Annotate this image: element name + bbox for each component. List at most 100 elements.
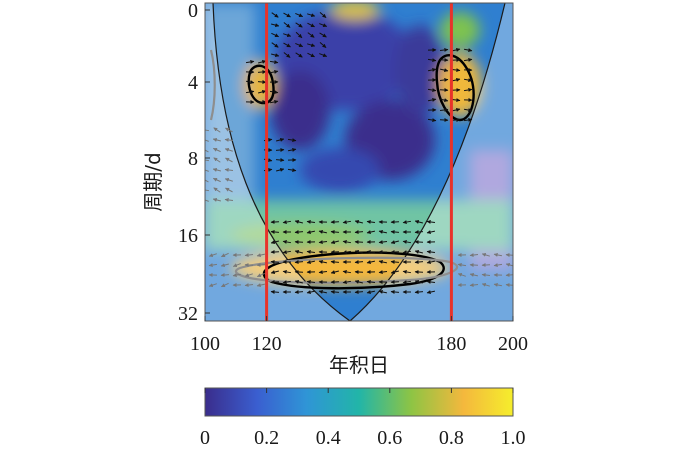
phase-arrow xyxy=(439,68,449,73)
phase-arrow xyxy=(276,137,285,142)
plot-frame xyxy=(204,2,514,322)
phase-arrow xyxy=(330,270,340,275)
phase-arrow xyxy=(221,282,229,288)
phase-arrow xyxy=(232,263,241,268)
phase-arrow xyxy=(414,290,424,295)
phase-arrow xyxy=(354,239,364,244)
phase-arrow xyxy=(213,187,221,193)
phase-arrow xyxy=(283,22,291,28)
phase-arrow xyxy=(294,279,304,284)
phase-arrow xyxy=(402,269,412,274)
phase-arrow xyxy=(306,260,316,265)
phase-arrow xyxy=(208,253,217,258)
phase-arrow xyxy=(282,280,292,285)
x-tick-label: 180 xyxy=(436,333,466,355)
x-tick-label: 200 xyxy=(498,333,528,355)
phase-arrow xyxy=(307,13,316,18)
phase-arrow xyxy=(283,42,291,48)
phase-arrow xyxy=(354,230,364,235)
phase-arrow xyxy=(269,90,279,95)
phase-arrow xyxy=(294,230,304,235)
phase-arrow xyxy=(205,177,209,183)
phase-arrow xyxy=(439,77,449,82)
phase-arrow xyxy=(282,239,292,244)
phase-arrow xyxy=(283,33,292,38)
x-axis-label: 年积日 xyxy=(329,353,389,377)
phase-arrow xyxy=(295,52,303,58)
phase-arrow xyxy=(342,239,352,244)
colorbar-tick-label: 1.0 xyxy=(501,427,526,449)
colorbar-tick-label: 0.8 xyxy=(439,427,464,449)
phase-arrow xyxy=(493,252,503,257)
phase-arrow xyxy=(427,118,437,123)
phase-arrow xyxy=(463,87,473,92)
phase-arrow xyxy=(271,32,279,38)
phase-arrow xyxy=(481,252,490,257)
phase-arrow xyxy=(212,137,222,142)
phase-arrow xyxy=(276,167,285,172)
phase-arrow xyxy=(269,99,279,104)
phase-arrow xyxy=(245,80,255,85)
phase-arrow xyxy=(282,220,292,225)
phase-arrow xyxy=(378,289,388,294)
phase-arrow xyxy=(366,249,376,254)
phase-arrow xyxy=(463,117,473,122)
phase-arrow xyxy=(270,259,280,264)
phase-arrow xyxy=(306,279,316,284)
significance-contour-outside-coi xyxy=(234,256,458,284)
phase-arrow xyxy=(294,269,304,274)
phase-arrow xyxy=(318,289,328,294)
phase-arrow xyxy=(354,219,364,224)
phase-arrow xyxy=(225,157,233,163)
phase-arrow xyxy=(366,290,376,295)
phase-arrow xyxy=(270,280,280,285)
phase-arrow xyxy=(205,189,210,192)
phase-arrow xyxy=(390,229,400,234)
phase-arrow xyxy=(439,107,449,112)
phase-arrow xyxy=(366,279,376,284)
phase-arrow xyxy=(463,57,473,62)
phase-arrow xyxy=(257,99,267,104)
phase-arrow xyxy=(427,88,437,93)
phase-arrow xyxy=(366,260,376,265)
phase-arrow xyxy=(426,230,436,235)
phase-arrow xyxy=(232,273,242,278)
phase-arrow xyxy=(451,47,461,52)
phase-arrow xyxy=(451,107,461,112)
phase-arrow xyxy=(330,289,340,294)
phase-arrow xyxy=(330,280,340,285)
phase-arrow xyxy=(390,259,400,264)
phase-arrow xyxy=(294,290,304,295)
phase-arrow xyxy=(270,289,280,294)
significance-contour-outside-coi xyxy=(209,49,216,121)
phase-arrow xyxy=(378,259,388,264)
phase-arrow xyxy=(307,32,315,38)
phase-arrow xyxy=(208,263,218,268)
phase-arrow xyxy=(307,52,315,58)
phase-arrow xyxy=(319,11,327,19)
phase-arrow xyxy=(295,42,304,48)
phase-arrow xyxy=(354,269,364,274)
phase-arrow xyxy=(426,279,436,284)
phase-arrow xyxy=(402,280,412,285)
phase-arrow xyxy=(269,60,279,65)
phase-arrow xyxy=(275,158,285,163)
phase-arrow xyxy=(451,98,461,103)
phase-arrow xyxy=(256,283,266,288)
phase-arrow xyxy=(269,69,279,74)
phase-arrow xyxy=(427,58,437,63)
y-tick-label: 0 xyxy=(188,0,198,22)
phase-arrow xyxy=(257,69,267,74)
phase-arrow xyxy=(318,270,328,275)
phase-arrow xyxy=(275,147,285,152)
phase-arrow xyxy=(318,240,328,245)
phase-arrow xyxy=(294,249,304,254)
phase-arrow xyxy=(330,229,340,234)
phase-arrow xyxy=(451,68,461,73)
phase-arrow xyxy=(457,262,467,267)
phase-arrow xyxy=(212,167,222,172)
phase-arrow xyxy=(212,197,222,202)
phase-arrow xyxy=(378,240,388,245)
phase-arrow xyxy=(402,220,412,225)
cone-of-influence-line xyxy=(212,3,506,321)
